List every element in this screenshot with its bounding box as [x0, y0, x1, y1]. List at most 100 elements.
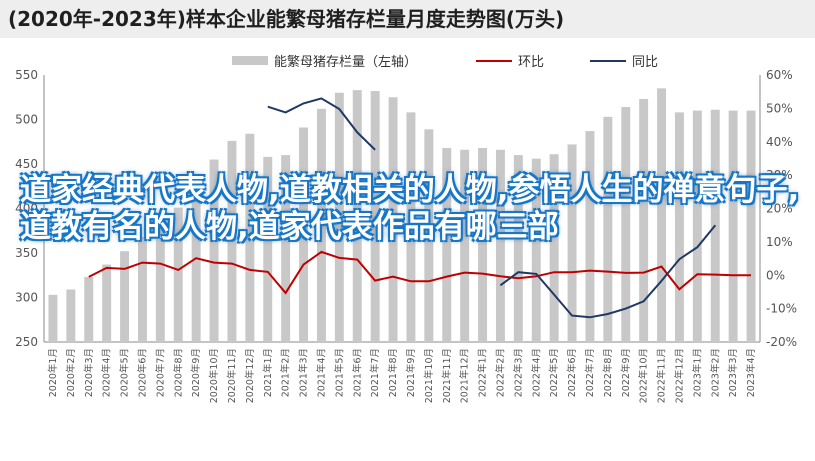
x-tick-label: 2021年4月 — [315, 348, 327, 397]
y-left-tick-label: 550 — [15, 68, 38, 82]
bar — [674, 112, 684, 342]
x-tick-label: 2020年11月 — [226, 348, 238, 403]
bar — [352, 90, 362, 342]
bar — [478, 147, 488, 342]
title-bar: (2020年-2023年)样本企业能繁母猪存栏量月度走势图(万头) — [0, 0, 815, 38]
y-right-tick-label: 40% — [766, 135, 793, 149]
x-tick-label: 2023年4月 — [745, 348, 757, 397]
x-tick-label: 2022年2月 — [494, 348, 506, 397]
bar — [495, 149, 505, 342]
bar — [299, 127, 309, 342]
y-right-tick-label: 50% — [766, 101, 793, 115]
x-tick-label: 2020年4月 — [101, 348, 113, 397]
legend-label: 环比 — [518, 55, 544, 70]
x-tick-label: 2022年5月 — [548, 348, 560, 397]
x-tick-label: 2022年4月 — [530, 348, 542, 397]
x-tick-label: 2020年7月 — [154, 348, 166, 397]
bar — [370, 91, 380, 343]
bar — [120, 251, 130, 342]
bar — [155, 221, 165, 342]
y-left-tick-label: 500 — [15, 113, 38, 127]
x-tick-label: 2020年8月 — [172, 348, 184, 397]
x-tick-label: 2023年3月 — [727, 348, 739, 397]
x-tick-label: 2021年11月 — [441, 348, 453, 403]
x-tick-label: 2021年12月 — [459, 348, 471, 403]
x-tick-label: 2022年3月 — [512, 348, 524, 397]
x-tick-label: 2020年5月 — [119, 348, 131, 397]
y-right-tick-label: 10% — [766, 235, 793, 249]
chart-title: (2020年-2023年)样本企业能繁母猪存栏量月度走势图(万头) — [8, 7, 565, 31]
legend-label: 能繁母猪存栏量（左轴） — [274, 54, 417, 70]
bar — [209, 159, 219, 342]
bar — [692, 110, 702, 342]
overlay-caption: 道家经典代表人物,道教相关的人物,参悟人生的禅意句子,道教有名的人物,道家代表作… — [20, 172, 800, 245]
bar — [227, 140, 237, 342]
x-tick-label: 2021年6月 — [351, 348, 363, 397]
bar — [531, 158, 541, 342]
x-tick-label: 2021年1月 — [262, 348, 274, 397]
y-right-tick-label: 60% — [766, 68, 793, 82]
bar — [191, 183, 201, 342]
x-tick-label: 2022年7月 — [584, 348, 596, 397]
bar — [567, 144, 577, 342]
bar — [657, 88, 667, 342]
x-tick-label: 2022年11月 — [656, 348, 668, 403]
bar — [102, 264, 112, 342]
bar — [48, 294, 58, 342]
x-tick-label: 2022年8月 — [602, 348, 614, 397]
x-tick-label: 2022年1月 — [477, 348, 489, 397]
y-right-tick-label: -20% — [766, 335, 797, 349]
bar — [603, 116, 613, 342]
x-tick-label: 2020年2月 — [65, 348, 77, 397]
bar — [424, 129, 434, 342]
bar — [281, 155, 291, 342]
legend-swatch — [232, 56, 268, 65]
y-left-tick-label: 350 — [15, 246, 38, 260]
y-right-tick-label: 30% — [766, 168, 793, 182]
y-left-tick-label: 400 — [15, 202, 38, 216]
bar — [460, 149, 470, 342]
y-left-tick-label: 450 — [15, 157, 38, 171]
x-tick-label: 2020年9月 — [190, 348, 202, 397]
bar — [639, 99, 649, 342]
x-tick-label: 2022年10月 — [638, 348, 650, 403]
x-tick-label: 2021年2月 — [280, 348, 292, 397]
x-tick-label: 2021年5月 — [333, 348, 345, 397]
x-tick-label: 2021年9月 — [405, 348, 417, 397]
x-tick-label: 2020年3月 — [83, 348, 95, 397]
x-tick-label: 2023年2月 — [709, 348, 721, 397]
bar — [316, 108, 326, 342]
bar — [263, 156, 273, 342]
x-tick-label: 2020年6月 — [136, 348, 148, 397]
y-right-tick-label: -10% — [766, 302, 797, 316]
series-line — [88, 250, 751, 295]
bar — [585, 131, 595, 342]
bar — [549, 154, 559, 342]
bar — [621, 107, 631, 342]
bar — [84, 277, 94, 342]
y-right-tick-label: 0% — [766, 268, 785, 282]
x-tick-label: 2021年7月 — [369, 348, 381, 397]
x-tick-label: 2020年10月 — [208, 348, 220, 403]
x-tick-label: 2022年6月 — [566, 348, 578, 397]
y-left-tick-label: 250 — [15, 335, 38, 349]
x-tick-label: 2021年8月 — [387, 348, 399, 397]
bar — [442, 147, 452, 342]
legend-label: 同比 — [632, 55, 658, 70]
bar — [334, 92, 344, 342]
y-right-tick-label: 20% — [766, 202, 793, 216]
x-tick-label: 2021年10月 — [423, 348, 435, 403]
y-left-tick-label: 300 — [15, 291, 38, 305]
x-tick-label: 2020年12月 — [244, 348, 256, 403]
x-tick-label: 2022年12月 — [673, 348, 685, 403]
x-tick-label: 2020年1月 — [47, 348, 59, 397]
bar — [245, 133, 255, 342]
bar — [513, 155, 523, 342]
bar — [406, 112, 416, 342]
bar — [173, 207, 183, 342]
bar — [66, 289, 76, 342]
x-tick-label: 2023年1月 — [691, 348, 703, 397]
x-tick-label: 2021年3月 — [298, 348, 310, 397]
x-tick-label: 2022年9月 — [620, 348, 632, 397]
